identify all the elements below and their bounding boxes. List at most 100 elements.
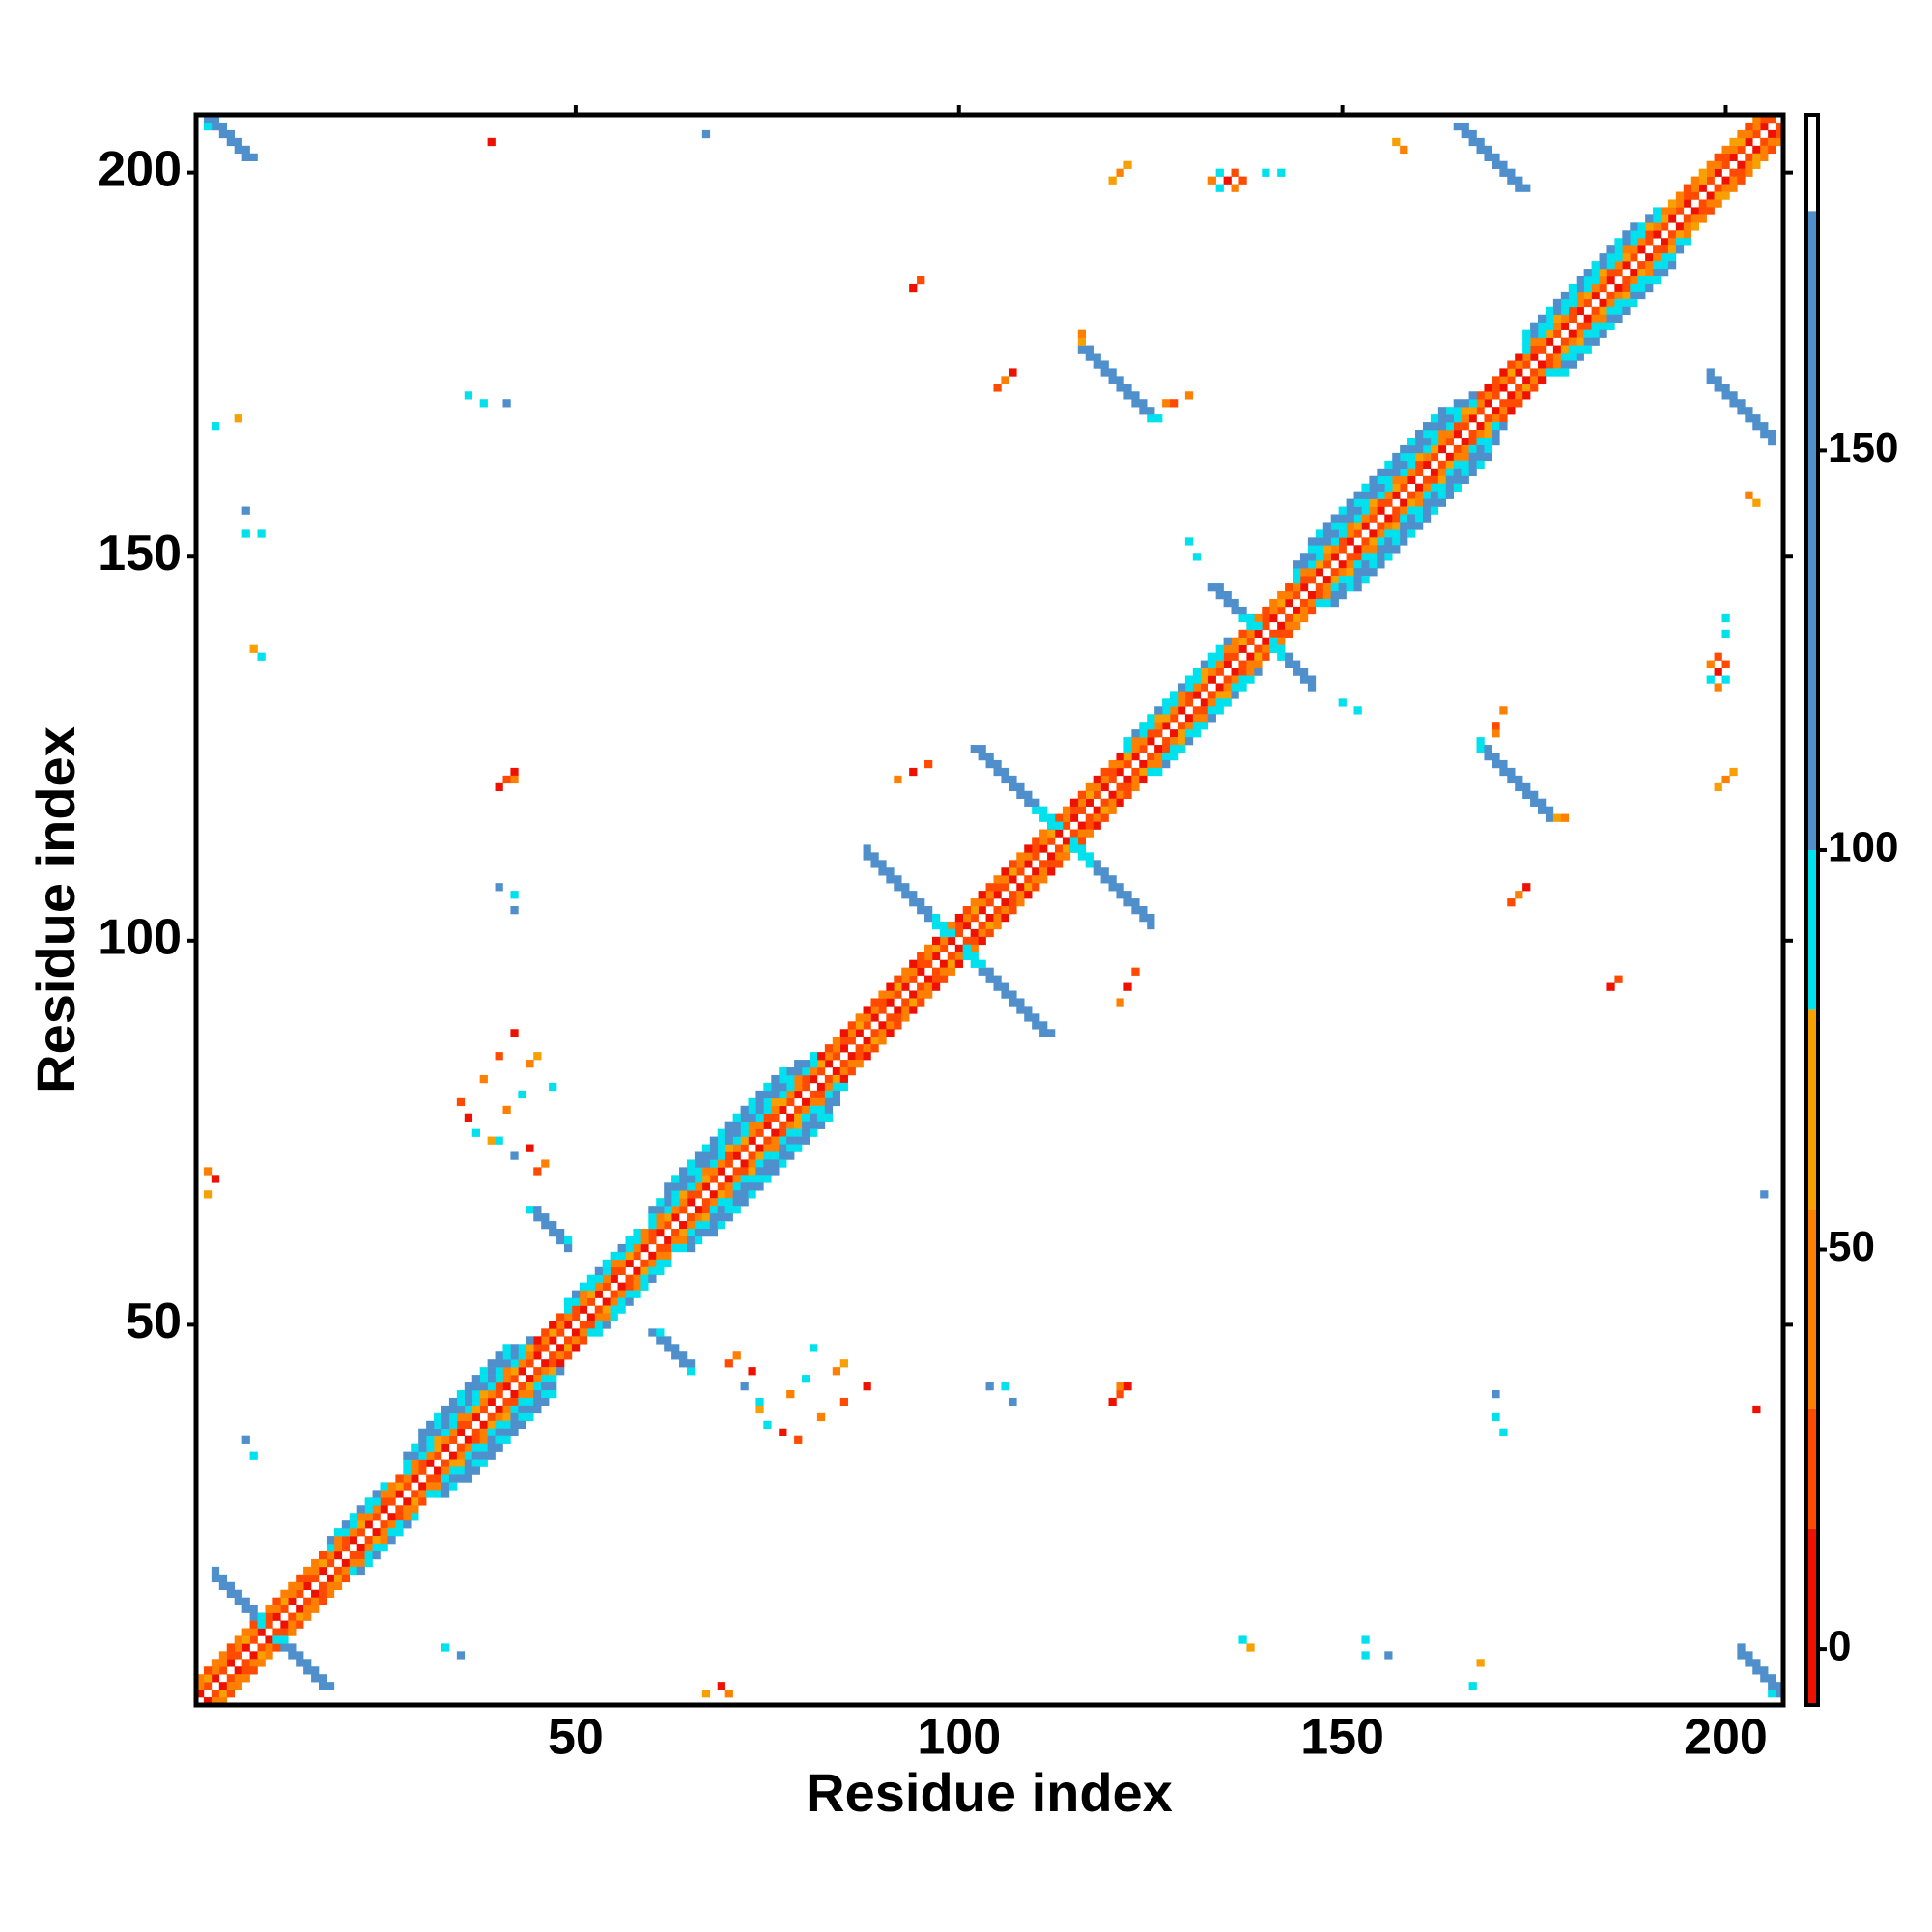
heatmap-cell xyxy=(610,1297,618,1306)
heatmap-cell xyxy=(1116,384,1124,392)
heatmap-cell xyxy=(962,906,971,915)
heatmap-cell xyxy=(1208,660,1216,668)
heatmap-cell xyxy=(1515,353,1523,361)
heatmap-cell xyxy=(962,952,971,960)
heatmap-cell xyxy=(917,967,925,976)
heatmap-cell xyxy=(1147,407,1155,415)
heatmap-cell xyxy=(1745,129,1753,139)
heatmap-cell xyxy=(1522,184,1531,192)
heatmap-cell xyxy=(763,1420,772,1430)
heatmap-cell xyxy=(1476,137,1485,147)
heatmap-cell xyxy=(364,1513,373,1521)
heatmap-cell xyxy=(1407,522,1416,530)
heatmap-cell xyxy=(1484,745,1492,753)
heatmap-cell xyxy=(1170,714,1179,723)
heatmap-cell xyxy=(1123,160,1132,169)
heatmap-cell xyxy=(311,1589,320,1598)
heatmap-cell xyxy=(1024,891,1033,899)
heatmap-cell xyxy=(1560,813,1570,822)
heatmap-cell xyxy=(586,1274,596,1283)
heatmap-cell xyxy=(1277,652,1286,661)
heatmap-cell xyxy=(1384,529,1393,538)
heatmap-cell xyxy=(1714,160,1722,169)
heatmap-cell xyxy=(816,1060,826,1068)
heatmap-cell xyxy=(364,1558,373,1568)
heatmap-cell xyxy=(1123,1382,1132,1391)
heatmap-cell xyxy=(1192,729,1202,738)
heatmap-cell xyxy=(886,982,895,991)
heatmap-cell xyxy=(333,1544,343,1552)
heatmap-cell xyxy=(671,1190,680,1199)
heatmap-cell xyxy=(1776,122,1784,131)
heatmap-cell xyxy=(510,767,519,777)
heatmap-cell xyxy=(610,1259,618,1268)
heatmap-cell xyxy=(656,1251,665,1261)
heatmap-cell xyxy=(1645,222,1654,231)
heatmap-cell xyxy=(1338,591,1347,600)
heatmap-cell xyxy=(1683,238,1692,246)
heatmap-cell xyxy=(1009,906,1017,915)
heatmap-cell xyxy=(1147,414,1155,423)
heatmap-cell xyxy=(1768,1690,1776,1698)
heatmap-cell xyxy=(249,153,258,162)
heatmap-cell xyxy=(794,1060,803,1068)
heatmap-cell xyxy=(802,1082,810,1092)
heatmap-cell xyxy=(909,1006,918,1014)
heatmap-cell xyxy=(1009,898,1017,907)
heatmap-cell xyxy=(763,1175,772,1183)
plot-frame xyxy=(193,112,1786,1708)
heatmap-cell xyxy=(1108,368,1117,377)
heatmap-cell xyxy=(985,921,994,930)
heatmap-cell xyxy=(479,1451,488,1460)
heatmap-cell xyxy=(993,975,1002,983)
heatmap-cell xyxy=(664,1190,672,1199)
heatmap-cell xyxy=(1661,261,1669,270)
heatmap-cell xyxy=(510,775,519,784)
heatmap-cell xyxy=(732,1144,741,1152)
heatmap-cell xyxy=(464,1412,473,1422)
heatmap-cell xyxy=(440,1435,450,1444)
heatmap-cell xyxy=(771,1090,780,1099)
heatmap-cell xyxy=(1530,368,1539,377)
heatmap-cell xyxy=(1698,184,1707,192)
heatmap-cell xyxy=(456,1451,466,1460)
heatmap-cell xyxy=(962,936,971,946)
heatmap-cell xyxy=(839,1067,848,1076)
heatmap-cell xyxy=(656,1228,665,1237)
heatmap-cell xyxy=(356,1544,365,1552)
heatmap-cell xyxy=(495,1405,503,1414)
heatmap-cell xyxy=(763,1097,772,1107)
heatmap-cell xyxy=(617,1243,626,1253)
heatmap-cell xyxy=(1108,759,1117,769)
heatmap-cell xyxy=(1032,837,1040,845)
heatmap-cell xyxy=(870,1044,879,1053)
heatmap-cell xyxy=(249,1628,258,1636)
heatmap-cell xyxy=(894,1021,902,1030)
heatmap-cell xyxy=(1729,184,1738,192)
heatmap-cell xyxy=(1184,722,1194,730)
heatmap-cell xyxy=(1453,122,1462,131)
heatmap-cell xyxy=(211,422,220,431)
heatmap-cell xyxy=(724,1121,733,1129)
heatmap-cell xyxy=(387,1528,396,1537)
heatmap-cell xyxy=(1009,990,1017,999)
heatmap-cell xyxy=(1630,291,1638,300)
heatmap-cell xyxy=(1085,345,1094,354)
heatmap-cell xyxy=(1299,568,1309,577)
heatmap-cell xyxy=(510,1397,519,1406)
heatmap-cell xyxy=(1039,844,1048,853)
heatmap-cell xyxy=(701,1182,711,1191)
heatmap-cell xyxy=(939,944,949,953)
heatmap-cell xyxy=(1645,275,1654,285)
heatmap-cell xyxy=(709,1136,719,1145)
heatmap-cell xyxy=(1085,353,1094,361)
heatmap-cell xyxy=(1085,829,1094,838)
heatmap-cell xyxy=(1545,314,1554,323)
heatmap-cell xyxy=(978,906,986,915)
heatmap-cell xyxy=(1200,683,1209,692)
heatmap-cell xyxy=(1116,782,1124,792)
heatmap-cell xyxy=(1545,353,1554,361)
heatmap-cell xyxy=(755,1182,764,1191)
heatmap-cell xyxy=(824,1082,834,1092)
heatmap-cell xyxy=(816,1052,826,1061)
